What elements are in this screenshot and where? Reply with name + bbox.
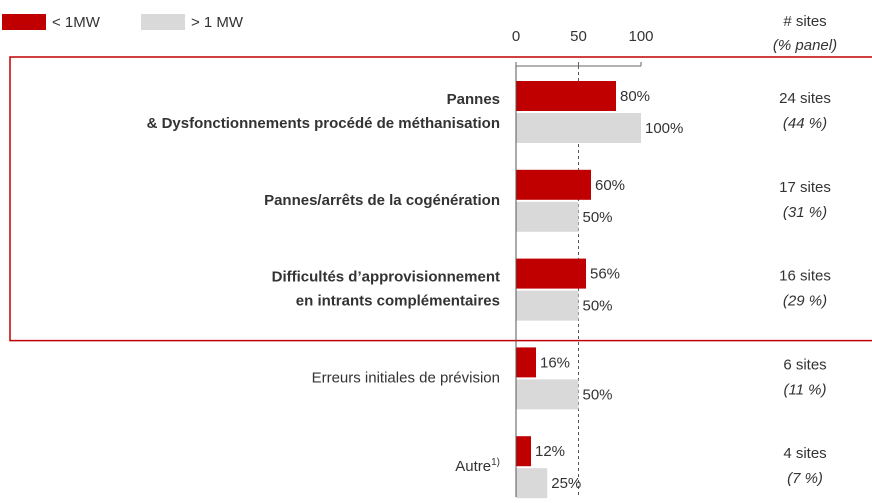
highlight-box [9, 56, 872, 342]
panel-label: (7 %) [787, 470, 823, 487]
bar [516, 201, 579, 232]
category-label: Difficultés d’approvisionnement [272, 269, 500, 286]
value-label: 60% [595, 177, 625, 194]
bar [516, 436, 531, 467]
bar [516, 169, 591, 200]
side-header: # sites [783, 13, 826, 30]
value-label: 50% [583, 298, 613, 315]
sites-label: 16 sites [779, 268, 831, 285]
category-label: Autre1) [455, 457, 500, 475]
panel-label: (29 %) [783, 293, 827, 310]
bar [516, 113, 641, 143]
bar [516, 379, 579, 410]
value-label: 25% [551, 475, 581, 492]
value-label: 50% [583, 386, 613, 403]
value-label: 80% [620, 88, 650, 105]
legend-swatch [141, 14, 185, 30]
bar [516, 347, 536, 378]
value-label: 50% [583, 209, 613, 226]
bar [516, 81, 616, 111]
x-tick-label: 100 [628, 28, 653, 45]
category-label: Erreurs initiales de prévision [312, 369, 500, 386]
category-label: en intrants complémentaires [296, 293, 500, 310]
sites-label: 4 sites [783, 445, 826, 462]
legend-label: > 1 MW [191, 14, 244, 31]
category-label: Pannes/arrêts de la cogénération [264, 192, 500, 209]
footnote-mark: 1) [491, 457, 500, 468]
category-label: & Dysfonctionnements procédé de méthanis… [147, 115, 500, 132]
x-tick-label: 50 [570, 28, 587, 45]
sites-label: 6 sites [783, 356, 826, 373]
bar [516, 258, 586, 289]
side-header: (% panel) [773, 37, 837, 54]
value-label: 12% [535, 443, 565, 460]
category-label: Pannes [447, 91, 500, 108]
sites-label: 17 sites [779, 179, 831, 196]
value-label: 100% [645, 120, 683, 137]
value-label: 56% [590, 266, 620, 283]
panel-label: (31 %) [783, 204, 827, 221]
category-text: Autre [455, 458, 491, 475]
legend-swatch [2, 14, 46, 30]
panel-label: (44 %) [783, 115, 827, 132]
sites-label: 24 sites [779, 90, 831, 107]
bar [516, 468, 548, 499]
legend-label: < 1MW [52, 14, 101, 31]
x-tick-label: 0 [512, 28, 520, 45]
value-label: 16% [540, 354, 570, 371]
bar [516, 290, 579, 321]
panel-label: (11 %) [783, 381, 826, 398]
